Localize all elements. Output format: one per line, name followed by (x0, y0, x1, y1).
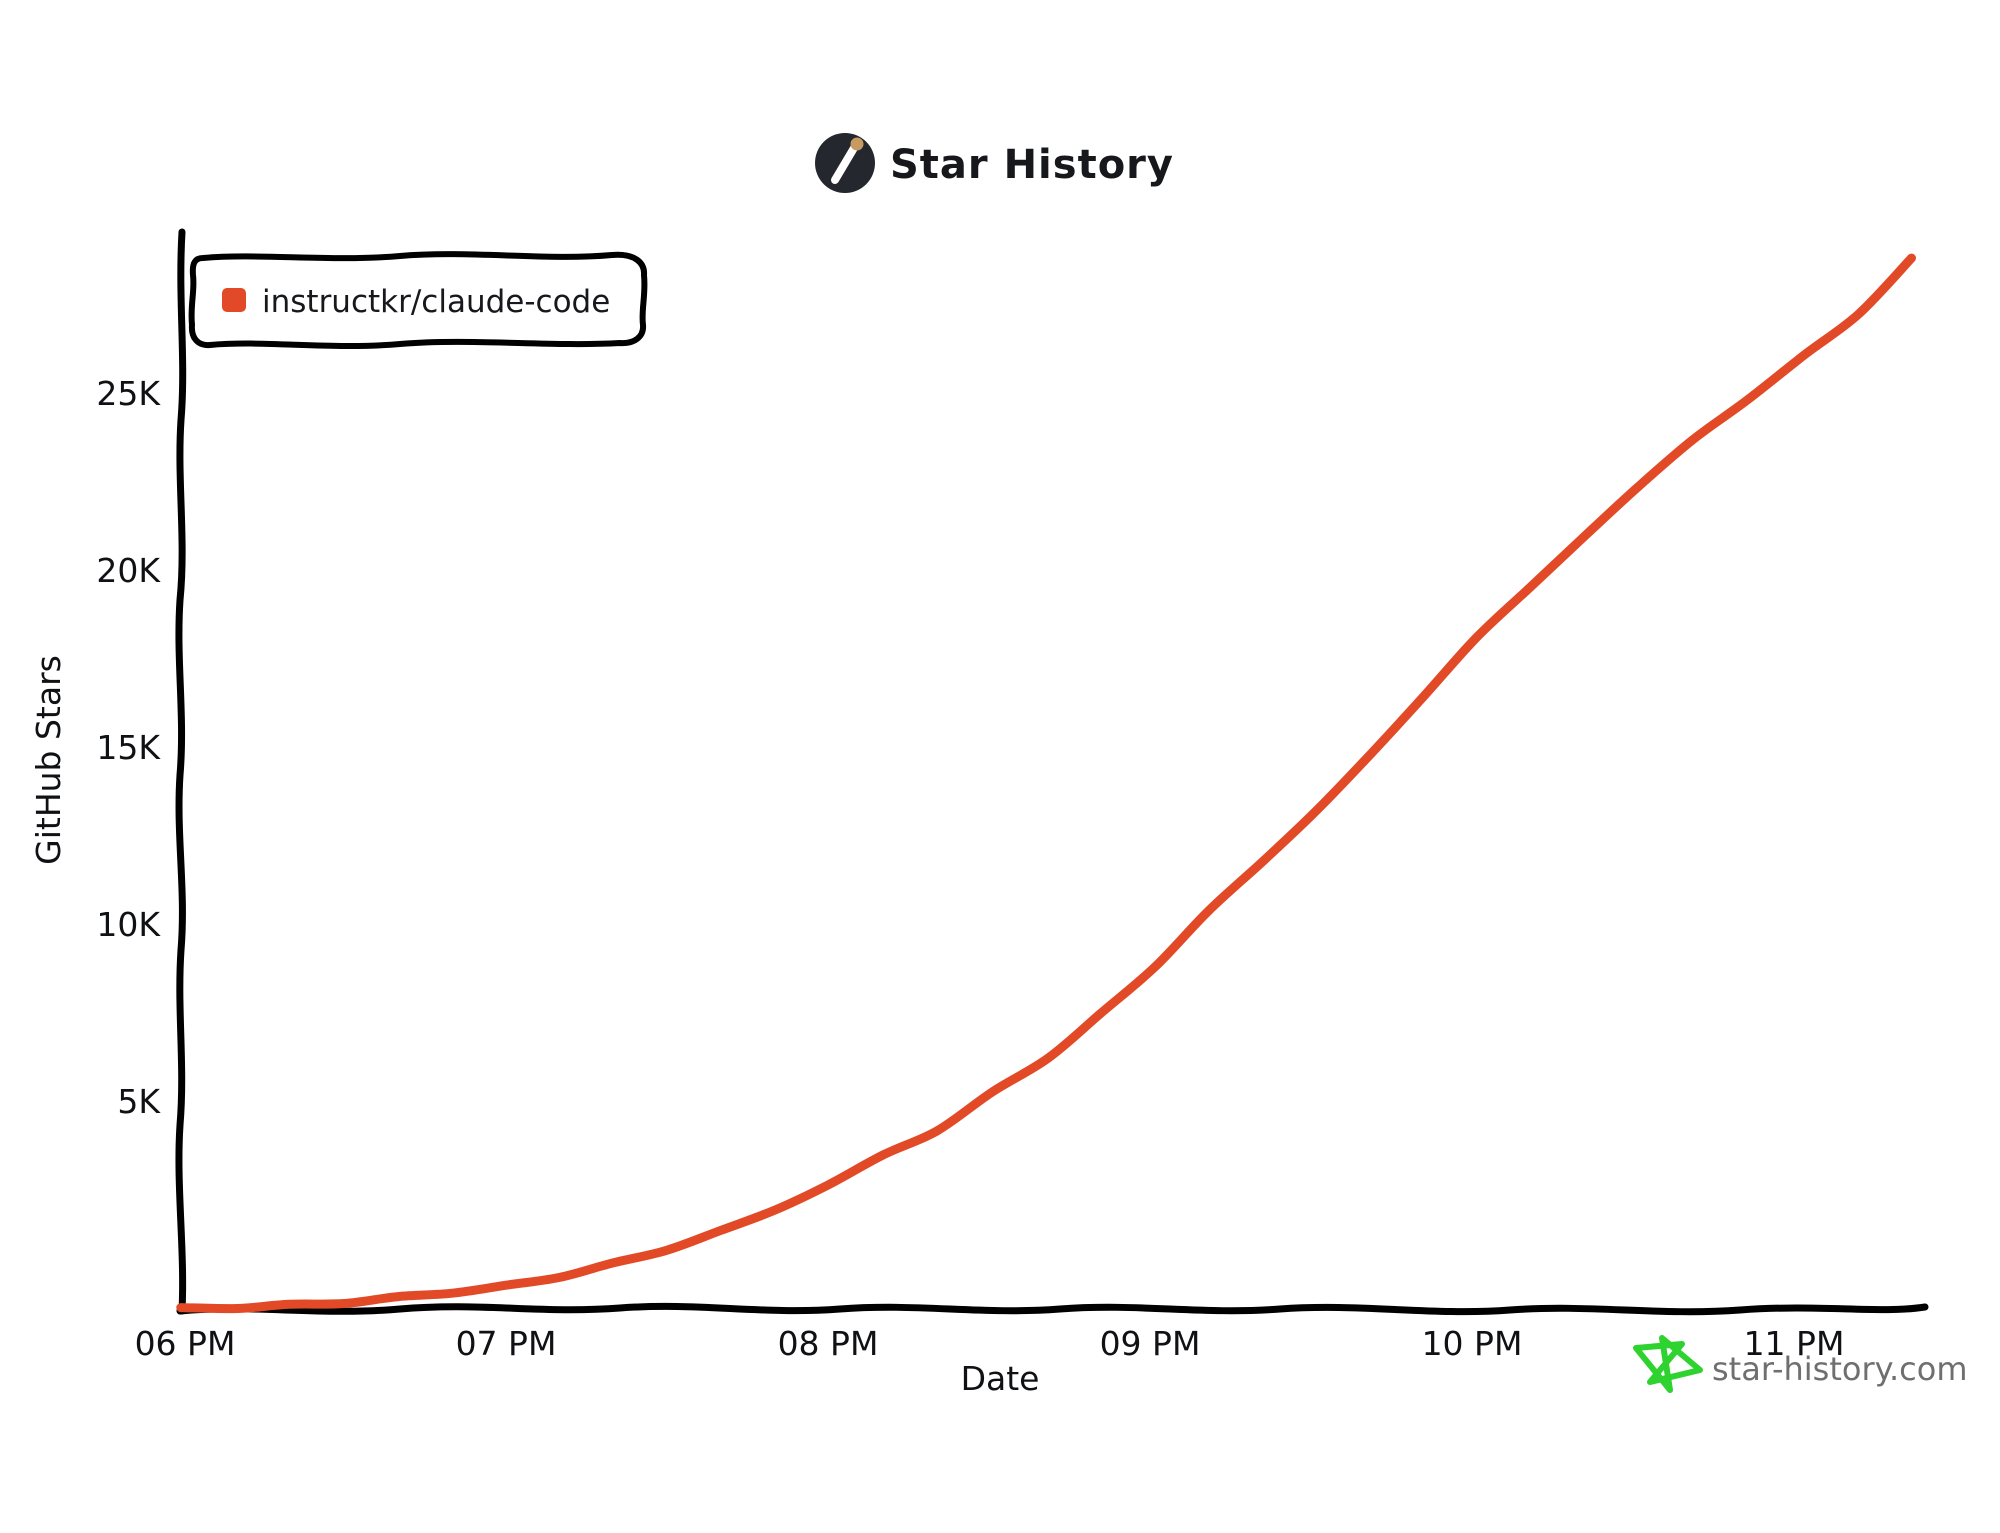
x-tick-label: 07 PM (456, 1324, 557, 1363)
x-tick-label: 10 PM (1422, 1324, 1523, 1363)
x-axis-title: Date (961, 1359, 1040, 1398)
legend-entry-label: instructkr/claude-code (262, 284, 610, 320)
logo-pen-body-icon (831, 144, 858, 184)
y-tick-label: 15K (96, 728, 161, 767)
y-axis-ticks: 5K 10K 15K 20K 25K (96, 374, 161, 1121)
y-axis-title: GitHub Stars (29, 655, 68, 865)
x-tick-label: 09 PM (1100, 1324, 1201, 1363)
x-tick-label: 11 PM (1744, 1324, 1845, 1363)
series-group (176, 253, 1916, 1314)
x-axis-line (176, 1302, 1929, 1316)
x-axis-ticks: 06 PM 07 PM 08 PM 09 PM 10 PM 11 PM (135, 1324, 1845, 1363)
watermark-group[interactable]: star-history.com (1633, 1335, 1968, 1393)
watermark-label: star-history.com (1712, 1350, 1968, 1388)
legend-box-outline (188, 251, 648, 349)
series-line-instructkr-claude-code (176, 253, 1916, 1314)
y-tick-label: 5K (117, 1082, 161, 1121)
chart-title-group: Star History (815, 133, 1174, 193)
y-tick-label: 20K (96, 551, 161, 590)
logo-pen-tip-icon (850, 137, 864, 151)
page-title: Star History (890, 142, 1174, 188)
y-axis-line (175, 228, 187, 1315)
x-tick-label: 08 PM (778, 1324, 879, 1363)
green-star-icon (1633, 1335, 1703, 1393)
y-tick-label: 10K (96, 905, 161, 944)
legend-marker-swatch (222, 288, 246, 312)
chart-legend[interactable]: instructkr/claude-code (188, 251, 648, 349)
x-tick-label: 06 PM (135, 1324, 236, 1363)
y-tick-label: 25K (96, 374, 161, 413)
